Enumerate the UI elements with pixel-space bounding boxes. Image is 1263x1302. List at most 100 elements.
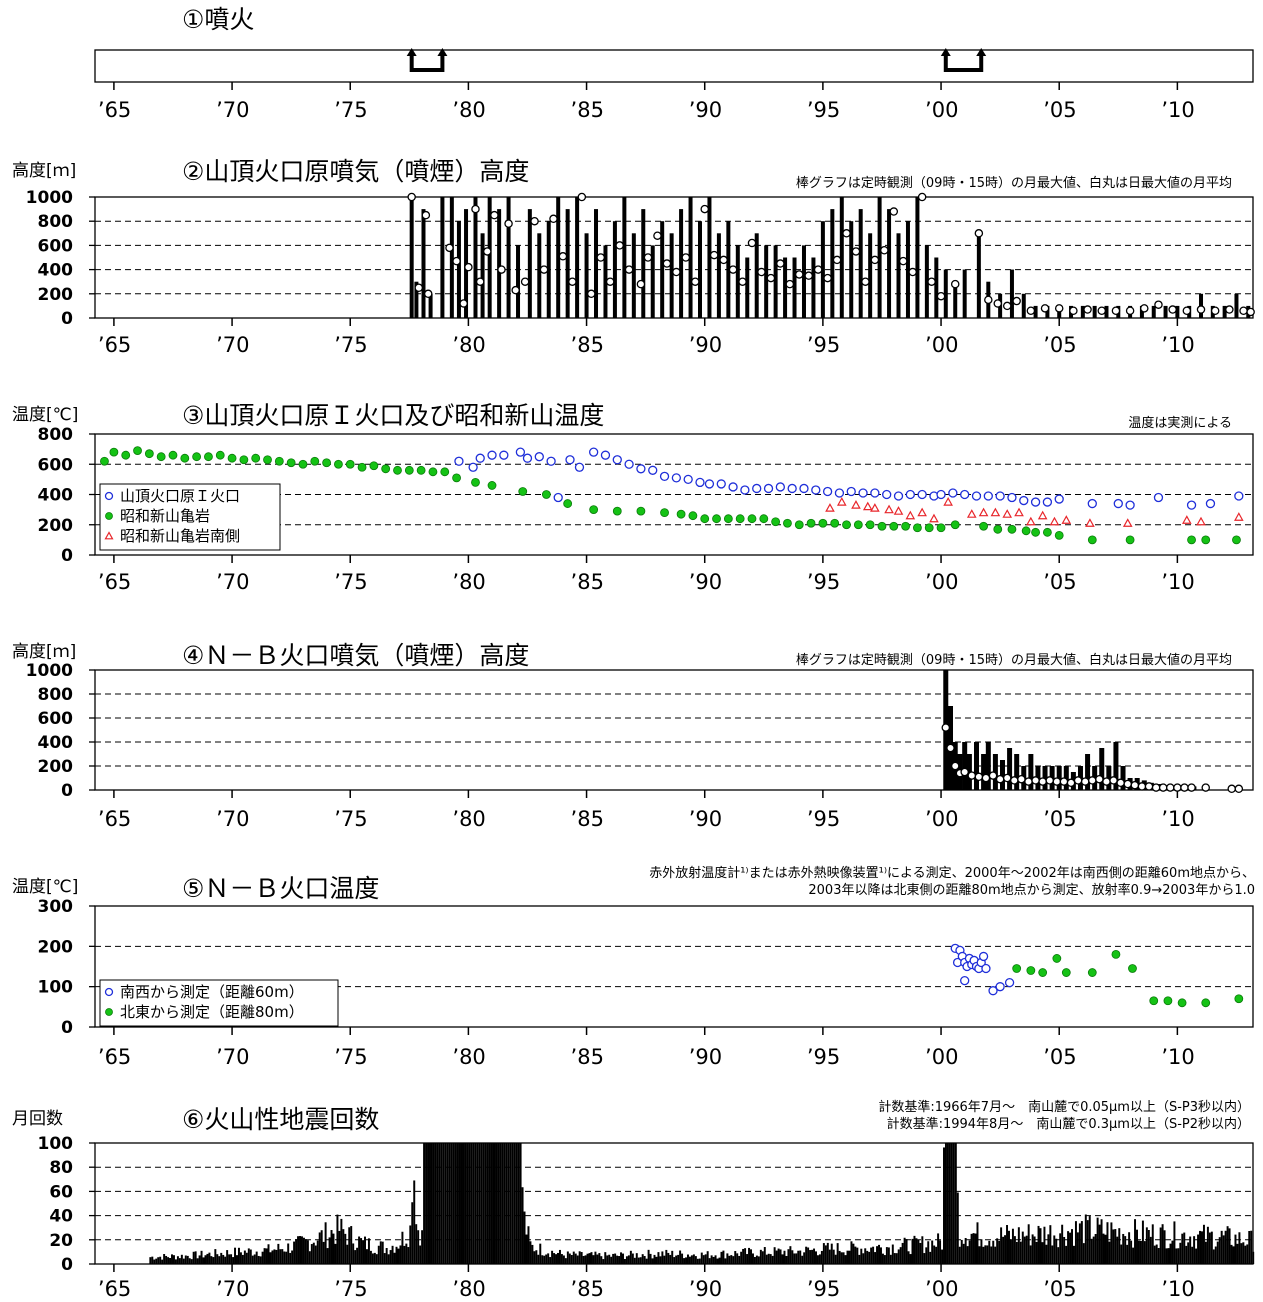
plume-bar [428,293,433,318]
plume-point [898,256,908,266]
data-point [1149,996,1159,1006]
quake-bar [373,1252,376,1264]
plume-point [813,265,823,274]
quake-bar [750,1249,752,1264]
quake-bar [1218,1237,1221,1264]
quake-bar [369,1250,372,1264]
data-point [1196,516,1206,526]
plume-point [1088,776,1097,785]
quake-bar [688,1256,691,1264]
plume-point [1080,777,1090,786]
quake-bar [1204,1241,1207,1264]
plot-frame [94,669,1254,791]
quake-bar [716,1258,719,1264]
plume-point [1234,784,1244,794]
quake-bar [1045,1244,1048,1264]
y-tick-label: 400 [38,733,74,753]
plume-bar [1042,766,1048,790]
quake-bar [610,1256,613,1264]
quake-bar [572,1251,575,1264]
plume-point [974,229,984,238]
data-point [239,455,249,465]
data-point [310,456,320,466]
quake-bar [541,1255,544,1264]
plot-frame [94,49,1254,83]
data-point [924,523,934,533]
quake-bar [941,1249,944,1264]
data-point [393,465,402,475]
data-point [830,518,840,528]
quake-bar [858,1254,861,1264]
quake-bar [385,1247,388,1264]
data-point [716,479,726,489]
chart-title: ⑥火山性地震回数 [182,1105,379,1134]
plume-point [459,299,468,308]
data-point [648,465,658,475]
plume-bar [801,245,806,318]
y-tick-label: 800 [38,212,74,232]
quake-bar [746,1254,749,1264]
quake-bar [1128,1232,1131,1264]
legend-marker [104,531,114,540]
quake-bar [982,1246,985,1264]
data-point [1054,530,1064,540]
plume-point [568,277,577,286]
plume-point [1024,777,1033,786]
plume-bar [1009,269,1014,318]
data-point [563,499,573,508]
plume-point [1002,301,1012,311]
chart-note: 棒グラフは定時観測（09時・15時）の月最大値、白丸は日最大値の月平均 [796,175,1232,191]
chart-nb-temperature: ⑤Ｎ－Ｂ火口温度 温度[℃] 赤外放射温度計¹⁾または赤外熱映像装置¹⁾による測定、… [12,865,1255,1069]
quake-bar [850,1241,853,1264]
legend-marker [105,512,113,520]
data-point [416,465,426,475]
data-point [704,479,715,489]
x-tick-label: ’05 [1043,807,1076,831]
plume-point [421,210,431,220]
quake-bar [568,1253,571,1264]
quake-bar [417,1230,420,1264]
quake-bar [931,1240,934,1264]
quake-bar [456,1143,459,1264]
quake-bar [939,1240,942,1264]
quake-bar [848,1250,851,1264]
quake-bar [960,1239,963,1264]
x-tick-label: ’80 [452,1045,485,1069]
quake-bar [1222,1235,1225,1264]
data-point [978,951,989,962]
plume-point [490,210,499,220]
quake-bar [696,1258,699,1264]
quake-bar [1161,1224,1164,1264]
quake-bar [190,1259,193,1264]
data-point [752,483,762,494]
quake-bar [781,1254,784,1264]
plume-point [1012,296,1021,306]
quake-bar [450,1143,453,1264]
plume-bar [783,257,788,318]
data-point [589,505,599,515]
plume-bar [976,233,981,318]
quake-bar [511,1143,514,1264]
quake-bar [267,1244,270,1264]
quake-bar [239,1252,242,1264]
plume-bar [497,209,502,318]
quake-bar [326,1248,329,1264]
quake-bar [1139,1240,1142,1264]
plume-bar [409,197,414,318]
quake-bar [423,1143,426,1264]
quake-bar [820,1250,823,1264]
quake-bar [998,1240,1001,1264]
plume-point [511,285,520,295]
quake-bar [870,1247,873,1264]
quake-bar [724,1258,727,1264]
data-point [905,510,916,520]
quake-bar [655,1256,658,1264]
quake-bar [1047,1234,1050,1264]
x-tick-label: ’05 [1043,98,1076,122]
plume-bar [650,245,655,318]
quake-bar [180,1254,183,1264]
quake-bar [519,1143,522,1264]
quake-bar [1088,1216,1091,1264]
quake-bar [344,1233,347,1264]
quake-bar [856,1247,859,1264]
